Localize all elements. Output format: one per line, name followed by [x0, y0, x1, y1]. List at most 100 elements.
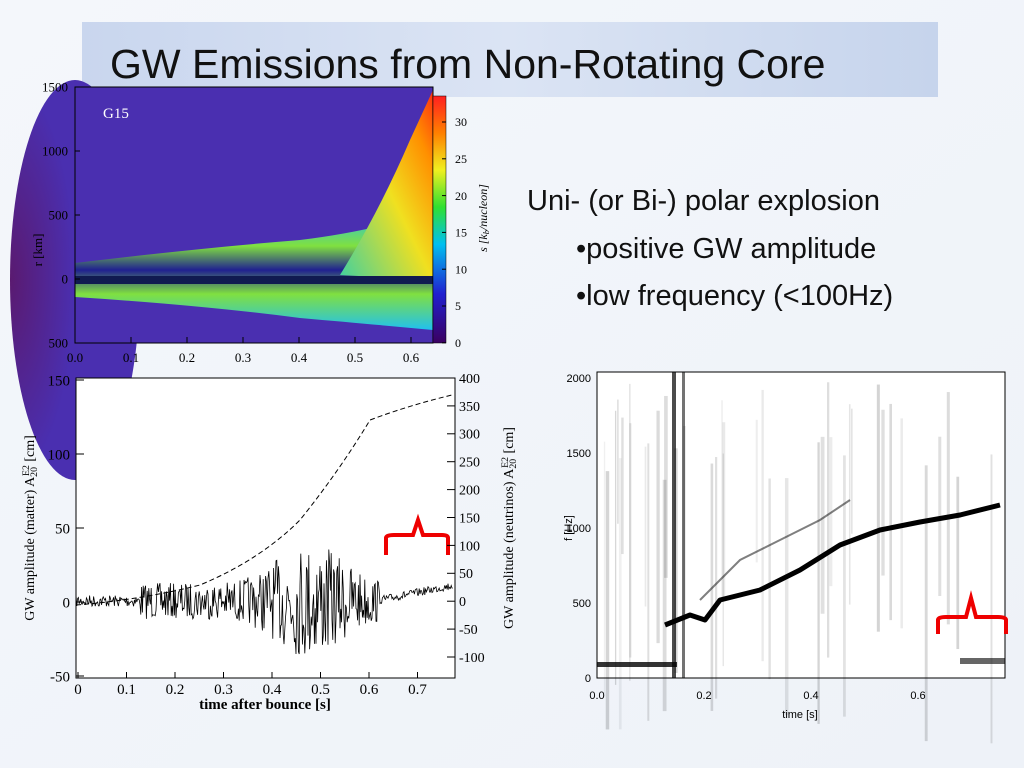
y-axis-label: f [Hz]: [563, 515, 575, 541]
label-part: [cm]: [502, 427, 517, 457]
y-tick-label: 350: [459, 400, 480, 415]
frequency-ridge: [699, 499, 851, 601]
y-tick-label: 1500: [42, 80, 68, 95]
colorbar: [432, 95, 447, 344]
axis-band: [75, 276, 433, 284]
y-tick-label: 500: [49, 208, 69, 223]
y-tick-label: -50: [50, 669, 70, 685]
streak: [629, 423, 632, 658]
streak: [946, 392, 950, 625]
streak: [990, 454, 993, 744]
y-tick-label: 30: [455, 115, 467, 129]
x-tick-label: 0: [74, 682, 82, 698]
streak: [662, 479, 667, 712]
x-tick-label: 0.6: [360, 682, 379, 698]
y-tick-label: 0: [63, 595, 71, 611]
bracket: [936, 590, 1008, 634]
plot-area: [76, 378, 455, 678]
x-axis-label: time after bounce [s]: [199, 697, 331, 713]
x-tick-label: 0.1: [117, 682, 136, 698]
y-axis-label: r [km]: [30, 234, 45, 267]
x-tick-label: 0.6: [910, 690, 925, 702]
y-tick-label: 50: [459, 567, 473, 582]
y-tick-label: 1000: [567, 523, 591, 535]
streak: [629, 383, 631, 681]
y-tick-label: 10: [455, 262, 467, 276]
y-tick-label: 2000: [567, 373, 591, 385]
streak: [817, 442, 820, 724]
streak: [876, 384, 880, 632]
y-tick-label: 0: [585, 673, 591, 685]
streak: [614, 410, 617, 685]
spectrogram: [596, 371, 1008, 744]
bullet: •positive GW amplitude: [576, 233, 876, 265]
x-tick-label: 0.6: [403, 350, 420, 365]
streak: [956, 476, 960, 650]
streak: [889, 403, 893, 621]
explosion-plume: [340, 90, 433, 280]
shock-band: [75, 210, 433, 330]
x-tick-label: 0.0: [589, 690, 604, 702]
streak: [768, 478, 771, 680]
x-tick-label: 0.7: [408, 682, 427, 698]
streak: [656, 410, 660, 644]
streak: [848, 404, 851, 605]
x-tick-label: 0.3: [214, 682, 233, 698]
x-tick-label: 0.5: [347, 350, 363, 365]
streak: [621, 417, 624, 555]
y-tick-label: 400: [459, 372, 480, 387]
y2-axis-label: GW amplitude (neutrinos) A20E2 [cm]: [500, 427, 519, 629]
x-tick-label: 0.2: [166, 682, 185, 698]
streak: [603, 441, 606, 697]
y-tick-label: 250: [459, 456, 480, 471]
label-part: 20: [29, 467, 40, 477]
y-tick-label: 0: [459, 595, 466, 610]
spectrogram-image: [597, 372, 1005, 744]
label-part: [cm]: [23, 435, 38, 465]
x-axis-label: time [s]: [782, 709, 817, 721]
title-box: [82, 22, 938, 97]
bullet: •low frequency (<100Hz): [576, 280, 893, 312]
y-tick-label: 300: [459, 428, 480, 443]
y-tick-label: 20: [455, 189, 467, 203]
label-part: E2: [21, 465, 32, 476]
label-part: 20: [508, 459, 519, 469]
x-tick-label: 0.2: [696, 690, 711, 702]
x-tick-label: 0.0: [67, 350, 83, 365]
plot-frame: [596, 371, 1006, 679]
streak: [664, 395, 668, 578]
streak: [722, 453, 724, 667]
streak: [618, 458, 622, 730]
streak: [881, 409, 885, 576]
streak: [721, 400, 723, 600]
y-tick-label: 0: [62, 272, 69, 287]
y-tick-label: 100: [48, 447, 71, 463]
x-tick-label: 0.2: [179, 350, 195, 365]
label-part: /nucleon]: [476, 184, 490, 231]
waveform-plot: [75, 377, 456, 679]
y-tick-label: -50: [459, 623, 478, 638]
entropy-map: G15: [10, 80, 447, 480]
streak: [605, 471, 610, 730]
y-tick-label: 200: [459, 484, 480, 499]
y-tick-label: 0: [455, 336, 461, 350]
y-tick-label: 150: [459, 511, 480, 526]
x-tick-label: 0.5: [311, 682, 330, 698]
y-tick-label: 100: [459, 539, 480, 554]
streak: [784, 478, 789, 715]
y-tick-label: 150: [48, 373, 71, 389]
waveform-trace: [75, 549, 453, 655]
y-tick-label: 50: [55, 521, 70, 537]
streak: [722, 422, 726, 600]
streak: [851, 408, 853, 534]
streak: [826, 382, 830, 658]
frequency-ridge: [664, 502, 1001, 628]
streak: [755, 419, 758, 563]
y-tick-label: 5: [455, 299, 461, 313]
y-tick-label: 1500: [567, 448, 591, 460]
colorbar-label: s [kb/nucleon]: [476, 184, 491, 252]
x-tick-label: 0.4: [263, 682, 282, 698]
streak: [820, 436, 825, 614]
y-tick-label: -100: [459, 651, 485, 666]
